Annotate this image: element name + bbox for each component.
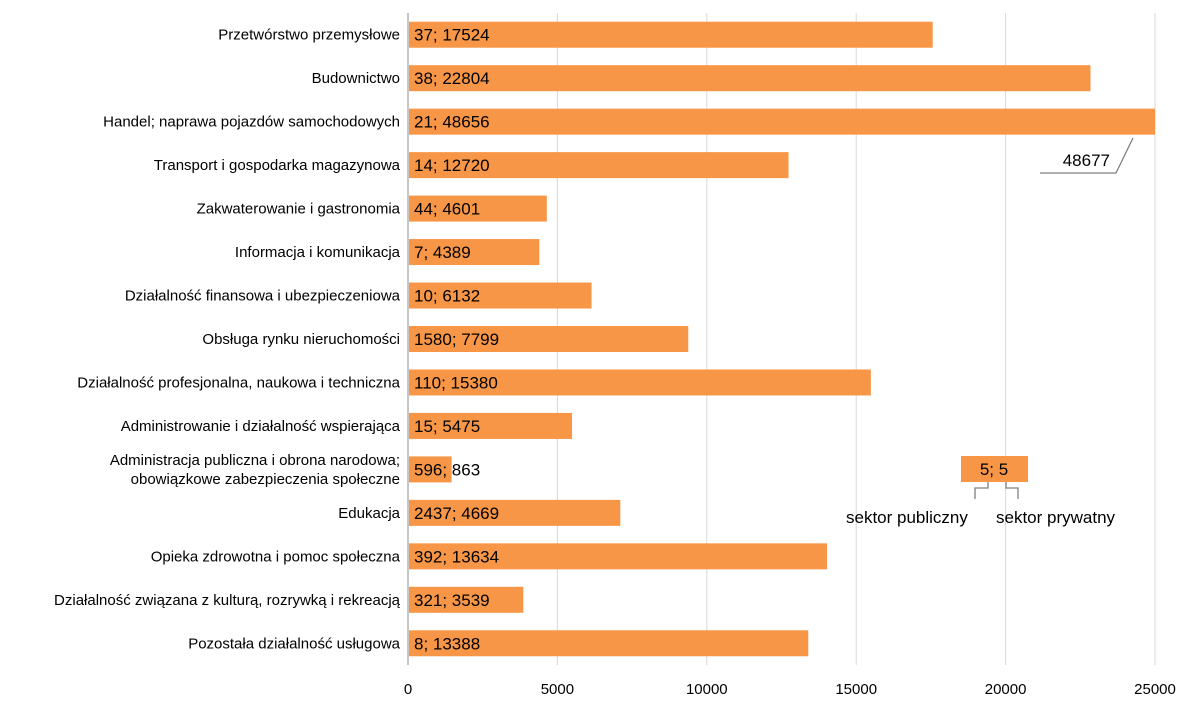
bar xyxy=(409,412,573,439)
category-label: Działalność związana z kulturą, rozrywką… xyxy=(54,592,401,609)
bar xyxy=(409,586,524,613)
bars xyxy=(409,21,1155,657)
data-label: 21; 48656 xyxy=(414,113,490,132)
category-labels: Przetwórstwo przemysłowe Budownictwo Hande… xyxy=(54,27,401,653)
category-label-line: obowiązkowe zabezpieczenia społeczne xyxy=(131,471,400,488)
data-labels: 37; 17524 38; 22804 21; 48656 14; 12720 44; … xyxy=(414,26,499,654)
category-label: Administracja publiczna i obrona narodow… xyxy=(110,452,400,488)
category-label-line: Transport i gospodarka magazynowa xyxy=(154,157,401,174)
category-label-line: Pozostała działalność usługowa xyxy=(188,635,400,652)
x-tick-label: 10000 xyxy=(686,681,728,698)
data-label: 15; 5475 xyxy=(414,417,480,436)
category-label-line: Przetwórstwo przemysłowe xyxy=(218,27,400,44)
data-label: 596; 863 xyxy=(414,460,480,479)
data-label: 110; 15380 xyxy=(414,373,498,392)
bar xyxy=(409,195,547,222)
category-label: Opieka zdrowotna i pomoc społeczna xyxy=(151,548,401,565)
data-label: 8; 13388 xyxy=(414,634,480,653)
legend-leader-public xyxy=(974,482,989,499)
legend-sample-label: 5; 5 xyxy=(980,460,1008,479)
data-label: 38; 22804 xyxy=(414,69,490,88)
data-label: 44; 4601 xyxy=(414,200,480,219)
bar xyxy=(409,21,933,48)
category-label: Budownictwo xyxy=(312,70,400,87)
category-label: Obsługa rynku nieruchomości xyxy=(202,331,400,348)
category-label: Przetwórstwo przemysłowe xyxy=(218,27,400,44)
data-label: 37; 17524 xyxy=(414,26,490,45)
bar xyxy=(409,108,1155,135)
x-tick-label: 0 xyxy=(404,681,412,698)
category-label-line: Działalność profesjonalna, naukowa i tec… xyxy=(77,374,400,391)
bar xyxy=(409,282,592,309)
x-tick-label: 15000 xyxy=(835,681,877,698)
data-label: 14; 12720 xyxy=(414,156,490,175)
data-label: 2437; 4669 xyxy=(414,504,499,523)
category-label-line: Handel; naprawa pojazdów samochodowych xyxy=(103,114,400,131)
category-label-line: Edukacja xyxy=(338,505,400,522)
data-label: 10; 6132 xyxy=(414,287,480,306)
category-label-line: Działalność finansowa i ubezpieczeniowa xyxy=(125,288,401,305)
category-label: Handel; naprawa pojazdów samochodowych xyxy=(103,114,400,131)
callout-leader-line xyxy=(1040,137,1134,174)
category-label-line: Działalność związana z kulturą, rozrywką… xyxy=(54,592,401,609)
legend-leader-private xyxy=(1005,482,1019,499)
bar xyxy=(409,630,809,657)
bar xyxy=(409,499,621,526)
category-label: Informacja i komunikacja xyxy=(235,244,401,261)
data-label: 321; 3539 xyxy=(414,591,490,610)
category-label-line: Administrowanie i działalność wspierając… xyxy=(121,418,401,435)
category-label: Administrowanie i działalność wspierając… xyxy=(121,418,401,435)
x-tick-label: 5000 xyxy=(541,681,574,698)
x-tick-label: 25000 xyxy=(1134,681,1176,698)
category-label: Działalność finansowa i ubezpieczeniowa xyxy=(125,288,401,305)
bar xyxy=(409,326,689,352)
category-label: Transport i gospodarka magazynowa xyxy=(154,157,401,174)
bar xyxy=(409,239,540,266)
x-tick-label: 20000 xyxy=(985,681,1027,698)
legend-sample-bar xyxy=(961,456,1028,482)
category-label: Pozostała działalność usługowa xyxy=(188,635,400,652)
bar xyxy=(409,152,789,179)
category-label-line: Budownictwo xyxy=(312,70,400,87)
bar xyxy=(409,65,1091,92)
bar xyxy=(409,369,871,396)
category-label-line: Obsługa rynku nieruchomości xyxy=(202,331,400,348)
data-label: 392; 13634 xyxy=(414,547,499,566)
legend-item-private-sector: sektor prywatny xyxy=(996,508,1116,527)
category-label-line: Informacja i komunikacja xyxy=(235,244,401,261)
category-label-line: Opieka zdrowotna i pomoc społeczna xyxy=(151,548,401,565)
data-label: 1580; 7799 xyxy=(414,330,499,349)
category-label-line: Zakwaterowanie i gastronomia xyxy=(197,201,401,218)
truncated-bar-callout: 48677 xyxy=(1040,137,1134,174)
category-label: Zakwaterowanie i gastronomia xyxy=(197,201,401,218)
category-label-line: Administracja publiczna i obrona narodow… xyxy=(110,452,400,469)
legend-item-public-sector: sektor publiczny xyxy=(846,508,968,527)
bar xyxy=(409,456,452,483)
data-label: 7; 4389 xyxy=(414,243,471,262)
legend: 5; 5 sektor publiczny sektor prywatny xyxy=(846,456,1116,527)
category-label: Działalność profesjonalna, naukowa i tec… xyxy=(77,374,400,391)
truncated-bar-value: 48677 xyxy=(1063,151,1110,170)
x-axis-ticks: 0 5000 10000 15000 20000 25000 xyxy=(404,681,1176,698)
category-label: Edukacja xyxy=(338,505,400,522)
bar xyxy=(409,543,828,570)
